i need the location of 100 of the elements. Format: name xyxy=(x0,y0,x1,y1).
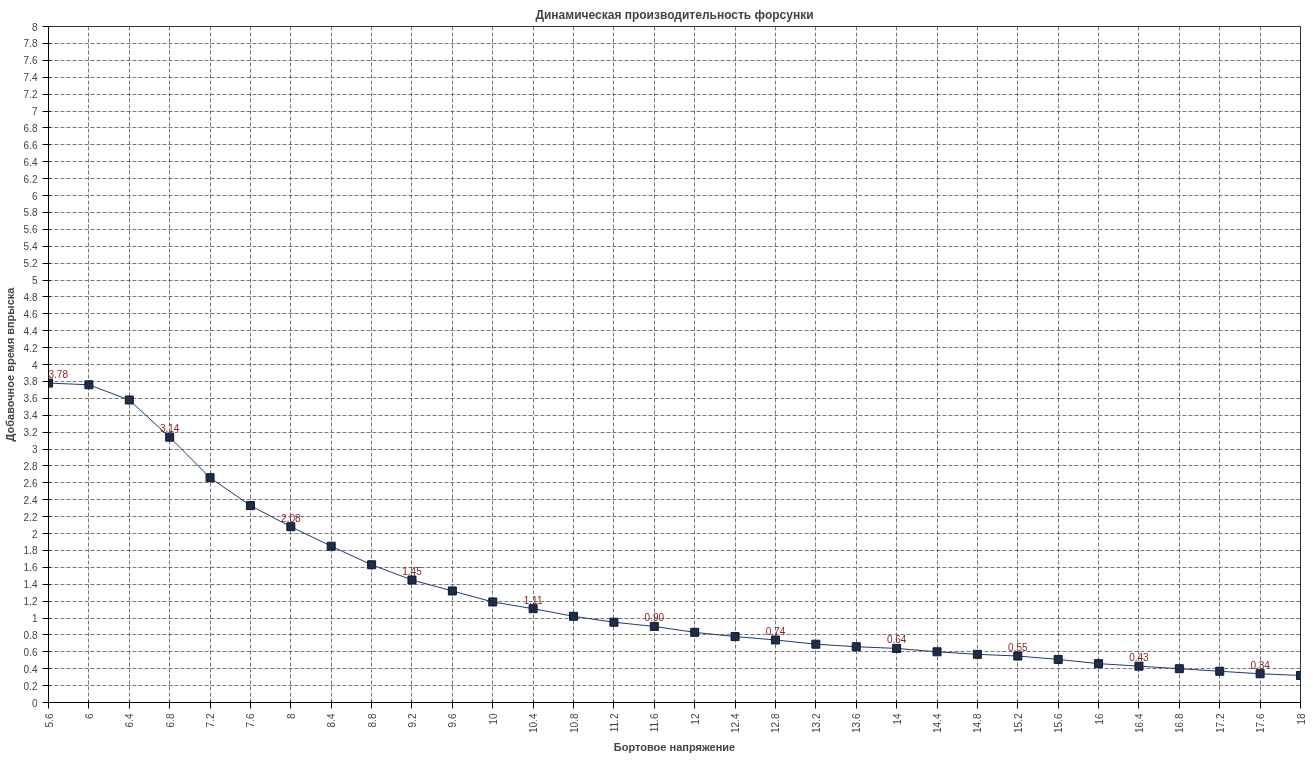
y-tick-label: 7.8 xyxy=(23,38,38,50)
y-tick-label: 5.8 xyxy=(23,207,38,219)
y-tick-label: 2.8 xyxy=(23,460,38,472)
y-axis-title: Добавочное время впрыска xyxy=(3,286,16,442)
point xyxy=(447,586,457,596)
x-tick-label: 12 xyxy=(689,713,701,725)
y-tick-label: 7 xyxy=(31,106,38,117)
y-tick-label: 5 xyxy=(31,275,38,286)
x-tick-label: 7.2 xyxy=(205,713,217,728)
data-label: 0.43 xyxy=(1129,652,1150,664)
point xyxy=(1255,669,1265,679)
x-tick-label: 14.8 xyxy=(972,713,984,733)
x-tick-label: 8.8 xyxy=(366,713,378,728)
data-label: 3.14 xyxy=(159,423,180,435)
point xyxy=(205,473,215,483)
point xyxy=(1174,664,1184,674)
y-tick-label: 6.8 xyxy=(23,122,38,134)
y-tick-label: 0.2 xyxy=(23,680,38,692)
y-tick-label: 4.6 xyxy=(23,308,38,320)
point xyxy=(124,395,134,405)
point xyxy=(1053,654,1063,664)
y-tick-label: 1.4 xyxy=(23,579,38,591)
y-tick-label: 2.2 xyxy=(23,511,38,523)
y-tick-label: 4 xyxy=(31,359,38,371)
x-tick-label: 9.6 xyxy=(447,713,459,728)
y-tick-label: 4.8 xyxy=(23,291,38,303)
y-tick-label: 3 xyxy=(31,444,38,455)
point xyxy=(811,639,821,649)
x-tick-label: 11.2 xyxy=(608,713,620,733)
x-tick-label: 12.8 xyxy=(770,713,782,733)
x-tick-label: 7.6 xyxy=(245,713,257,728)
y-tick-label: 3.6 xyxy=(23,393,38,405)
point xyxy=(770,635,780,645)
y-tick-label: 8 xyxy=(31,21,38,33)
y-tick-label: 0.8 xyxy=(23,629,38,641)
point xyxy=(245,501,255,511)
point xyxy=(851,642,861,652)
point xyxy=(609,617,619,627)
point xyxy=(407,575,417,585)
chart-title: Динамическая производительность форсунки xyxy=(535,7,814,22)
point xyxy=(1094,659,1104,669)
data-label: 0.34 xyxy=(1250,659,1271,671)
point xyxy=(730,632,740,642)
x-tick-label: 8 xyxy=(285,713,297,720)
point xyxy=(1134,661,1144,671)
x-tick-label: 14 xyxy=(891,713,903,725)
y-tick-label: 3.8 xyxy=(23,376,38,388)
y-tick-label: 4.4 xyxy=(23,325,38,337)
x-tick-label: 14.4 xyxy=(932,713,944,733)
x-tick-label: 17.6 xyxy=(1255,713,1267,733)
x-tick-label: 6.4 xyxy=(124,713,136,728)
x-tick-label: 8.4 xyxy=(326,713,338,728)
x-tick-label: 16.4 xyxy=(1133,713,1145,733)
x-tick-label: 15.2 xyxy=(1012,713,1024,733)
x-tick-label: 5.6 xyxy=(43,713,55,728)
x-tick-label: 9.2 xyxy=(406,713,418,728)
y-tick-label: 1.6 xyxy=(23,562,38,574)
y-tick-label: 5.2 xyxy=(23,258,38,270)
data-label: 1.45 xyxy=(402,565,423,577)
point xyxy=(528,604,538,614)
x-axis-title: Бортовое напряжение xyxy=(613,740,736,753)
point xyxy=(972,649,982,659)
x-tick-label: 6 xyxy=(83,713,95,720)
data-label: 0.55 xyxy=(1008,642,1028,654)
x-tick-label: 18 xyxy=(1295,713,1307,725)
y-tick-label: 1.2 xyxy=(23,596,38,608)
y-tick-label: 2.4 xyxy=(23,494,38,506)
point xyxy=(690,627,700,637)
y-tick-label: 0.4 xyxy=(23,663,38,675)
data-label: 0.74 xyxy=(765,625,786,637)
x-tick-label: 13.6 xyxy=(851,713,863,733)
data-label: 0.64 xyxy=(886,634,907,646)
x-tick-label: 10 xyxy=(487,713,499,725)
x-tick-label: 6.8 xyxy=(164,713,176,728)
y-tick-label: 3.2 xyxy=(23,427,38,439)
point xyxy=(367,560,377,570)
y-tick-label: 7.4 xyxy=(23,72,38,84)
y-tick-label: 2.6 xyxy=(23,477,38,489)
y-tick-label: 2 xyxy=(31,528,38,540)
data-label: 3.78 xyxy=(48,369,69,381)
x-tick-label: 12.4 xyxy=(730,713,742,733)
y-tick-label: 3.4 xyxy=(23,410,38,422)
y-tick-label: 0 xyxy=(31,697,38,709)
point xyxy=(1013,651,1023,661)
point xyxy=(932,647,942,657)
y-tick-label: 6.2 xyxy=(23,173,38,185)
data-label: 0.90 xyxy=(644,612,665,624)
x-tick-label: 17.2 xyxy=(1214,713,1226,733)
point xyxy=(488,597,498,607)
y-tick-label: 1 xyxy=(31,613,38,624)
x-tick-label: 10.8 xyxy=(568,713,580,733)
y-tick-label: 5.4 xyxy=(23,241,38,253)
y-tick-label: 1.8 xyxy=(23,545,38,557)
point xyxy=(326,541,336,551)
x-tick-label: 13.2 xyxy=(810,713,822,733)
point xyxy=(892,643,902,653)
x-tick-label: 15.6 xyxy=(1053,713,1065,733)
x-tick-label: 10.4 xyxy=(528,713,540,733)
point xyxy=(84,380,94,390)
x-tick-label: 16.8 xyxy=(1174,713,1186,733)
